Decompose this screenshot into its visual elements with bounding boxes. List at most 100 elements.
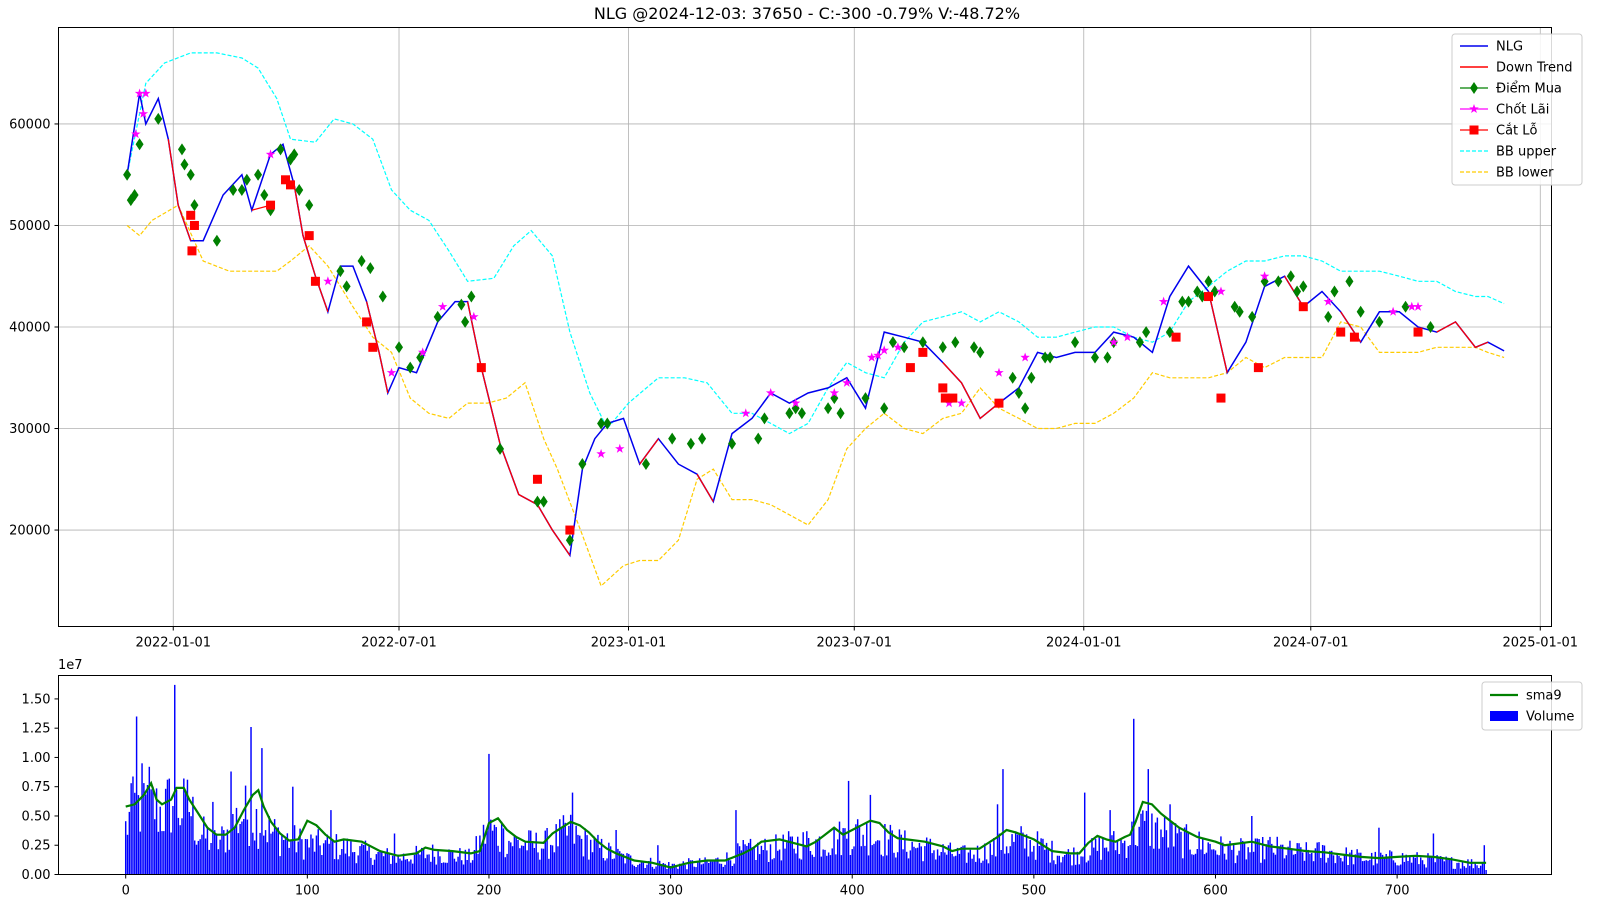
volume-y-tick-label: 1.25 <box>22 722 51 737</box>
volume-bar <box>1410 862 1413 875</box>
take-profit-marker <box>944 398 954 408</box>
volume-bar <box>1376 863 1378 875</box>
volume-bar <box>362 844 365 875</box>
volume-bar <box>1407 860 1409 875</box>
volume-bar <box>1218 855 1220 875</box>
volume-bar <box>942 844 944 875</box>
volume-bar <box>573 843 576 875</box>
volume-bar <box>560 827 563 875</box>
volume-bar <box>292 786 294 875</box>
volume-bar <box>1049 862 1051 875</box>
volume-bar <box>1205 852 1208 875</box>
volume-bar <box>773 858 775 875</box>
buy-point-marker <box>578 458 587 471</box>
volume-bar <box>807 838 810 875</box>
volume-bar <box>208 849 210 875</box>
volume-bar <box>1009 846 1011 875</box>
volume-bar <box>1412 855 1415 875</box>
volume-bar <box>994 856 997 875</box>
volume-bar <box>206 828 209 875</box>
price-legend: NLG Down Trend Điểm Mua Chốt Lãi Cắt Lỗ BB up… <box>1451 33 1583 186</box>
volume-bar <box>985 859 988 875</box>
volume-bar <box>390 863 392 875</box>
volume-bar <box>1169 804 1171 875</box>
volume-bar <box>1125 858 1128 875</box>
volume-bar <box>477 853 479 875</box>
take-profit-marker <box>1122 332 1133 342</box>
volume-bar <box>945 854 948 875</box>
volume-bar <box>1394 862 1397 875</box>
volume-bar <box>1160 829 1162 875</box>
buy-point-marker <box>918 336 927 349</box>
volume-bar <box>927 841 930 875</box>
stop-loss-marker <box>1349 332 1359 342</box>
volume-bar <box>1196 849 1199 875</box>
volume-bar <box>1427 853 1429 875</box>
volume-bar <box>700 864 703 875</box>
stop-loss-marker <box>1171 332 1181 342</box>
volume-bar <box>524 841 527 875</box>
take-profit-marker <box>138 108 149 118</box>
volume-bar <box>982 860 984 875</box>
buy-point-marker <box>260 189 269 202</box>
buy-point-marker <box>212 234 221 247</box>
volume-bar <box>1014 831 1017 875</box>
volume-bar <box>1114 850 1117 875</box>
volume-bar <box>535 832 537 875</box>
volume-bar <box>161 831 163 875</box>
volume-bar <box>989 843 991 875</box>
volume-bar <box>996 804 999 875</box>
volume-chart: 0 100 200 300 400 500 600 700 0.00 0.25 0.50 0.75 1.… <box>22 658 1583 899</box>
volume-bar <box>729 860 732 875</box>
take-profit-marker <box>596 448 606 458</box>
volume-bar <box>1418 864 1420 875</box>
price-chart: 2022-01-01 2022-07-01 2023-01-01 2023-07-01… <box>9 27 1583 651</box>
volume-bar <box>737 843 739 875</box>
volume-bar <box>691 860 694 875</box>
volume-bar <box>1459 868 1462 875</box>
volume-bar <box>1120 838 1122 875</box>
volume-bar <box>580 838 583 875</box>
volume-series-layer <box>124 684 1487 875</box>
volume-bar <box>589 839 592 875</box>
price-legend-entry: Cắt Lỗ <box>1460 124 1538 139</box>
take-profit-marker <box>1413 301 1423 311</box>
volume-bar <box>566 835 568 875</box>
volume-bar <box>902 849 904 875</box>
volume-bar <box>976 845 979 875</box>
volume-bar <box>744 844 746 875</box>
buy-point-marker <box>1248 310 1257 323</box>
volume-bar <box>606 858 608 875</box>
volume-bar <box>1294 854 1297 875</box>
volume-bar <box>224 852 227 875</box>
volume-bar <box>715 858 717 875</box>
take-profit-marker <box>790 398 801 408</box>
stop-loss-marker <box>266 200 276 210</box>
volume-bar <box>935 859 937 875</box>
volume-legend-label: sma9 <box>1526 689 1562 704</box>
volume-bar <box>965 862 968 875</box>
volume-bar <box>798 858 801 875</box>
volume-bar <box>1387 857 1389 875</box>
buy-point-marker <box>668 432 677 445</box>
volume-x-tick-label: 200 <box>477 884 502 899</box>
volume-bar <box>1383 858 1386 875</box>
volume-bar <box>758 854 761 875</box>
buy-point-marker <box>254 168 263 181</box>
volume-bar <box>421 847 423 875</box>
volume-bar <box>301 839 303 875</box>
price-x-tick-label: 2022-07-01 <box>361 636 437 651</box>
volume-bar <box>1062 856 1064 875</box>
volume-bar <box>753 846 755 875</box>
volume-bar <box>1074 864 1077 875</box>
volume-bar <box>1105 847 1108 875</box>
buy-point-marker <box>342 280 351 293</box>
volume-bar <box>1096 850 1099 875</box>
volume-bar <box>408 861 410 875</box>
volume-bar <box>1483 845 1486 875</box>
volume-bar <box>1296 843 1298 875</box>
price-legend-entry: BB lower <box>1460 166 1554 181</box>
buy-point-marker <box>1027 371 1036 384</box>
volume-bar <box>293 825 296 875</box>
buy-point-marker <box>295 183 304 196</box>
